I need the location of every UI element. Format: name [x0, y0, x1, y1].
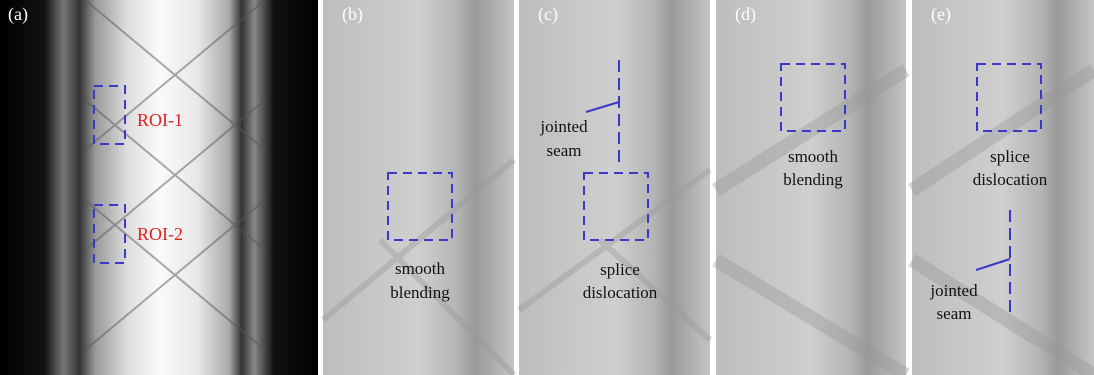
panel-label: (d) [735, 4, 756, 25]
roi-label: ROI-2 [137, 224, 183, 244]
annotation: smooth [395, 259, 446, 278]
panel-d: (d) smooth blending [716, 0, 906, 375]
annotation: splice [600, 260, 640, 279]
panel-b: (b) smooth blending [323, 0, 514, 375]
panel-label: (b) [342, 4, 363, 25]
figure: (a) ROI-1 ROI-2 (b) smooth blending (c) … [0, 0, 1094, 375]
annotation: jointed [929, 281, 978, 300]
panel-label: (e) [931, 4, 951, 25]
annotation: dislocation [583, 283, 658, 302]
annotation: seam [937, 304, 972, 323]
panel-label: (c) [538, 4, 558, 25]
annotation: blending [390, 283, 450, 302]
panel-e: (e) splice dislocation jointed seam [912, 0, 1094, 375]
annotation: smooth [788, 147, 839, 166]
panel-c: (c) jointed seam splice dislocation [519, 0, 710, 375]
annotation: dislocation [973, 170, 1048, 189]
annotation: seam [547, 141, 582, 160]
annotation: blending [783, 170, 843, 189]
roi-label: ROI-1 [137, 110, 183, 130]
annotation: jointed [539, 117, 588, 136]
panel-a: (a) ROI-1 ROI-2 [0, 0, 318, 375]
annotation: splice [990, 147, 1030, 166]
panel-label: (a) [8, 4, 28, 25]
